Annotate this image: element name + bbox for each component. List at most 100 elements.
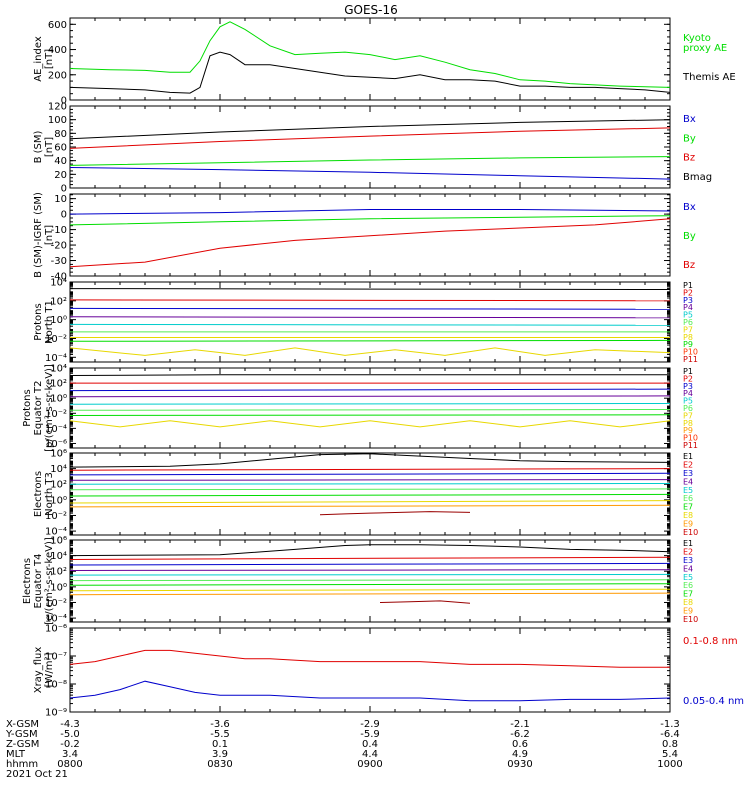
- legend-entry: P7: [683, 411, 693, 420]
- series-line-bx: [69, 209, 671, 215]
- legend-entry: P11: [683, 355, 698, 364]
- series-line-p2: [69, 299, 671, 302]
- x-row-value: 0930: [507, 759, 532, 770]
- x-row-value: 3.4: [62, 749, 78, 760]
- series-line-p8: [69, 339, 671, 342]
- x-row-value: 0830: [207, 759, 232, 770]
- legend-entry: P9: [683, 340, 693, 349]
- y-tick-label: -20: [51, 241, 67, 252]
- y-tick-label: 80: [54, 129, 67, 140]
- y-axis-label: AE_index: [33, 36, 44, 82]
- y-axis-label: Protons: [33, 303, 44, 340]
- legend-entry: E1: [683, 539, 693, 548]
- x-row-value: 0.8: [662, 739, 678, 750]
- series-line-p7: [69, 414, 671, 416]
- x-row-value: -2.9: [360, 719, 380, 730]
- legend-entry: P3: [683, 296, 693, 305]
- x-row-value: 0900: [357, 759, 382, 770]
- legend-entry: P2: [683, 288, 693, 297]
- y-axis-label: B (SM): [33, 130, 44, 163]
- y-tick-label: 10⁴: [50, 551, 67, 562]
- x-row-value: 3.9: [212, 749, 228, 760]
- y-axis-label: Equator T4: [33, 554, 44, 609]
- series-line-p1: [69, 288, 671, 290]
- series-line-by: [69, 215, 671, 226]
- x-row-value: 4.9: [512, 749, 528, 760]
- legend-entry: P10: [683, 348, 698, 357]
- x-row-value: 4.4: [362, 749, 378, 760]
- panel-frame: [69, 281, 671, 363]
- y-tick-label: 10⁻⁴: [45, 527, 67, 538]
- y-tick-label: -10: [51, 225, 67, 236]
- panel-7: 10⁻⁴ 10⁻² 10⁰ 10² 10⁴ 10⁶ Electrons Equator T4[…: [22, 536, 698, 625]
- legend-entry: E5: [683, 486, 693, 495]
- x-row-value: 0800: [57, 759, 82, 770]
- x-row-value: -3.6: [210, 719, 230, 730]
- legend-entry: P6: [683, 404, 693, 413]
- legend-entry: Bmag: [683, 172, 712, 183]
- legend-entry: E6: [683, 494, 693, 503]
- y-tick-label: 400: [48, 45, 67, 56]
- legend-entry: E6: [683, 581, 693, 590]
- y-tick-label: 10⁻⁹: [45, 708, 67, 719]
- series-line-e10: [379, 600, 471, 604]
- legend-entry: 0.05-0.4 nm: [683, 696, 744, 707]
- y-tick-label: 10⁻⁶: [45, 439, 67, 450]
- y-axis-label: North T3: [44, 472, 55, 516]
- y-axis-label: [nT]: [44, 137, 55, 157]
- x-row-value: -6.4: [660, 729, 680, 740]
- legend-entry: P3: [683, 382, 693, 391]
- legend-entry: E3: [683, 556, 693, 565]
- series-line-bmag: [69, 119, 671, 140]
- y-tick-label: 120: [48, 102, 67, 113]
- series-line-e5: [69, 573, 671, 576]
- legend-entry: Bx: [683, 202, 696, 213]
- y-tick-label: 10⁻⁸: [45, 680, 67, 691]
- y-tick-label: 10⁻²: [45, 511, 67, 522]
- y-tick-label: 10⁴: [50, 364, 67, 375]
- y-tick-label: 10⁻⁴: [45, 424, 67, 435]
- legend-entry: P4: [683, 389, 693, 398]
- series-line-bz: [69, 127, 671, 149]
- legend-entry: 0.1-0.8 nm: [683, 636, 738, 647]
- x-axis-info: X-GSM -4.3 -3.6 -2.9 -2.1 -1.3 Y-GSM -5.0 -5.5 -5…: [5, 719, 683, 780]
- legend-entry: By: [683, 133, 696, 144]
- y-tick-label: 10⁻⁴: [45, 614, 67, 625]
- y-axis-label: [e/(cm²-s-sr-keV)]: [44, 537, 55, 625]
- y-tick-label: 0: [61, 184, 67, 195]
- series-line-p9: [69, 347, 671, 356]
- legend-entry: Bz: [683, 153, 695, 164]
- legend-entry: E9: [683, 607, 693, 616]
- legend-entry: E7: [683, 503, 693, 512]
- panel-frame: [69, 193, 671, 277]
- legend-entry: E1: [683, 452, 693, 461]
- legend-entry: E5: [683, 573, 693, 582]
- x-row-label: X-GSM: [6, 719, 39, 730]
- y-tick-label: 10⁰: [50, 394, 67, 405]
- x-row-value: 5.4: [662, 749, 678, 760]
- y-axis-label: Equator T2: [33, 381, 44, 436]
- y-axis-label: North T1: [44, 300, 55, 344]
- chart-title: GOES-16: [344, 3, 398, 17]
- panel-frame: [69, 452, 671, 536]
- series-line-e6: [69, 488, 671, 491]
- panel-5: 10⁻⁶ 10⁻⁴ 10⁻² 10⁰ 10² 10⁴ Protons Equator T2 [p…: [22, 364, 698, 452]
- legend-entry: P4: [683, 303, 693, 312]
- series-line-p5: [69, 323, 671, 326]
- legend-entry: P1: [683, 281, 693, 290]
- series-line-e7: [69, 493, 671, 497]
- y-axis-label: B (SM)-IGRF (SM): [33, 192, 44, 278]
- series-line-e8: [69, 588, 671, 592]
- legend-entry: E2: [683, 460, 693, 469]
- legend-entry: P7: [683, 325, 693, 334]
- legend-entry: P9: [683, 426, 693, 435]
- legend-entry: P5: [683, 311, 693, 320]
- y-tick-label: 10²: [50, 296, 67, 307]
- y-tick-label: 10: [54, 194, 67, 205]
- legend-entry: Themis AE: [682, 72, 736, 83]
- x-row-label: hhmm: [6, 759, 38, 770]
- panel-4: 10⁻⁴ 10⁻² 10⁰ 10² 10⁴ Protons North T1 P1P2P3P4…: [33, 278, 698, 365]
- date-label: 2021 Oct 21: [6, 769, 68, 780]
